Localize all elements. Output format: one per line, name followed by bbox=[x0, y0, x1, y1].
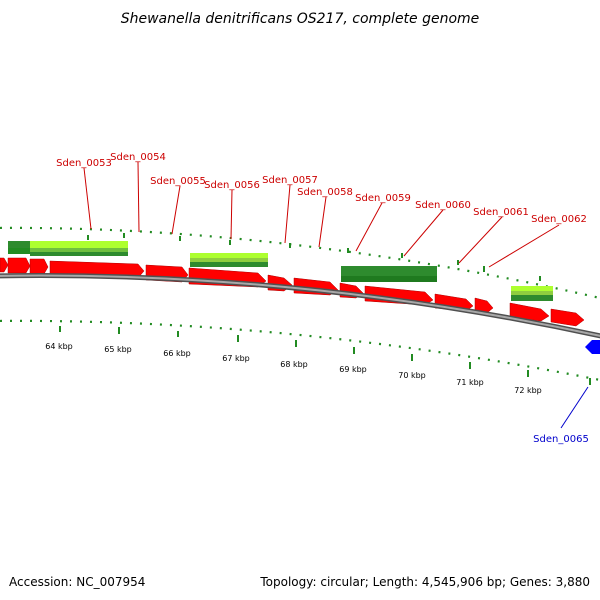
forward-gene-labels: Sden_0053 Sden_0054 Sden_0055 Sden_0056 … bbox=[56, 152, 587, 225]
gene-arrow[interactable] bbox=[0, 257, 9, 273]
scale-major-ticks bbox=[59, 326, 591, 385]
gene-arrow[interactable] bbox=[550, 308, 585, 327]
feature-bar bbox=[8, 241, 32, 254]
inner-dotted-arc bbox=[0, 319, 600, 382]
genome-summary-text: Topology: circular; Length: 4,545,906 bp… bbox=[259, 575, 590, 589]
reverse-gene-connector bbox=[560, 386, 589, 429]
gene-label[interactable]: Sden_0055 bbox=[150, 176, 206, 187]
genome-backbone bbox=[0, 273, 600, 339]
scale-label: 72 kbp bbox=[514, 386, 542, 395]
feature-bar bbox=[511, 286, 553, 301]
feature-bars bbox=[8, 241, 553, 301]
feature-bar bbox=[341, 266, 437, 282]
gene-arrow[interactable] bbox=[29, 258, 49, 275]
scale-label: 64 kbp bbox=[45, 342, 73, 351]
scale-label: 69 kbp bbox=[339, 365, 367, 374]
scale-labels: 64 kbp 65 kbp 66 kbp 67 kbp 68 kbp 69 kb… bbox=[45, 342, 542, 395]
gene-label-connectors bbox=[83, 161, 560, 268]
gene-label[interactable]: Sden_0062 bbox=[531, 214, 587, 225]
inner-scale-ring bbox=[0, 319, 600, 385]
gene-label[interactable]: Sden_0057 bbox=[262, 175, 318, 186]
gene-arrow[interactable] bbox=[509, 302, 550, 322]
scale-label: 68 kbp bbox=[280, 360, 308, 369]
scale-label: 66 kbp bbox=[163, 349, 191, 358]
scale-label: 71 kbp bbox=[456, 378, 484, 387]
gene-label[interactable]: Sden_0054 bbox=[110, 152, 166, 163]
scale-label: 70 kbp bbox=[398, 371, 426, 380]
reverse-gene-label[interactable]: Sden_0065 bbox=[533, 434, 589, 445]
outer-dotted-arc bbox=[0, 226, 600, 300]
feature-bar bbox=[190, 253, 268, 267]
outer-tick-ring bbox=[0, 226, 600, 300]
gene-label[interactable]: Sden_0058 bbox=[297, 187, 353, 198]
gene-label[interactable]: Sden_0053 bbox=[56, 158, 112, 169]
scale-label: 67 kbp bbox=[222, 354, 250, 363]
outer-major-ticks bbox=[87, 233, 541, 281]
accession-text: Accession: NC_007954 bbox=[9, 575, 145, 589]
gene-label[interactable]: Sden_0056 bbox=[204, 180, 260, 191]
gene-arrow[interactable] bbox=[7, 257, 31, 274]
scale-label: 65 kbp bbox=[104, 345, 132, 354]
gene-label[interactable]: Sden_0060 bbox=[415, 200, 471, 211]
reverse-gene-arrow[interactable] bbox=[585, 340, 600, 354]
gene-label[interactable]: Sden_0061 bbox=[473, 207, 529, 218]
feature-bar bbox=[30, 241, 128, 256]
map-title: Shewanella denitrificans OS217, complete… bbox=[121, 11, 480, 27]
gene-label[interactable]: Sden_0059 bbox=[355, 193, 411, 204]
